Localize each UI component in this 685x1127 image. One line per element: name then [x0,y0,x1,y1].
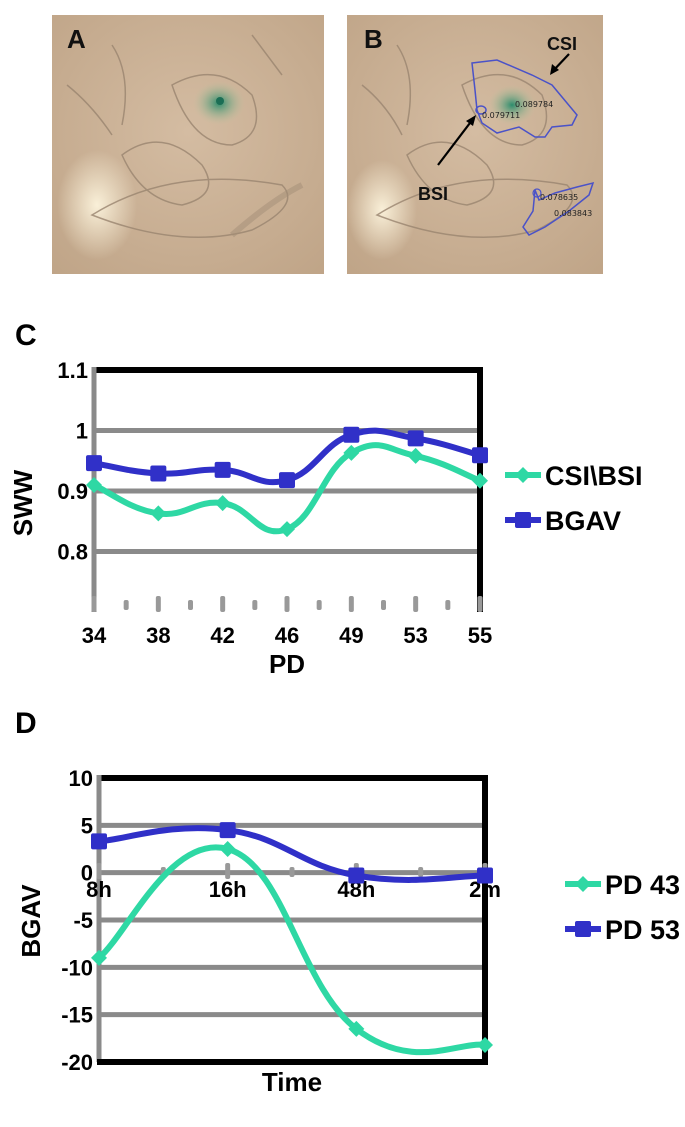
minor-tick-c-4 [381,600,386,610]
panel-b-letter: B [364,24,383,54]
point-d-1-2 [348,867,365,884]
bsi-label: BSI [418,184,448,204]
panel-a-letter: A [67,24,86,54]
micrograph-a: A [52,15,324,274]
point-d-1-3 [477,867,493,884]
point-c-1-6 [472,447,488,464]
chart-c: 1.1 1 0.9 0.8 34 38 42 46 49 53 55 PD SWW CSI\BSI BGAV [8,358,643,679]
minor-tick-c-5 [445,600,451,610]
legend-marker-d-1 [575,921,591,937]
minor-tick-c-1 [188,600,193,610]
background-roi-outline [522,181,595,236]
major-tick-c-0 [91,596,97,612]
major-tick-c-3 [284,596,290,612]
bsi-arrow-icon [466,115,476,126]
y-tick-label-c-0: 1.1 [57,358,88,383]
x-tick-label-c-2: 42 [210,623,234,648]
y-tick-label-d-3: -5 [73,908,93,933]
y-tick-label-d-5: -15 [61,1003,93,1028]
major-tick-c-4 [348,596,354,612]
point-c-1-2 [214,461,231,478]
major-tick-d-0 [96,863,102,879]
y-tick-label-d-0: 10 [69,766,93,791]
roi-value-2: 0.079711 [482,111,520,120]
point-c-0-1 [150,505,167,522]
point-c-1-3 [279,472,295,489]
point-d-0-3 [477,1036,493,1053]
panel-d-letter: D [15,707,37,740]
y-tick-label-d-2: 0 [81,861,93,886]
y-tick-label-d-1: 5 [81,813,93,838]
roi-value-3: 0.078635 [540,193,578,202]
point-d-1-0 [91,833,107,850]
x-tick-label-c-0: 34 [82,623,107,648]
point-c-0-3 [279,521,295,538]
x-axis-title-d: Time [262,1067,322,1097]
series-line-d-0 [96,844,488,1056]
minor-tick-c-2 [252,600,258,610]
legend-marker-d-0 [575,876,591,892]
y-axis-title-d: BGAV [16,884,46,958]
legend-marker-c-1 [515,512,531,528]
point-c-1-4 [343,426,360,443]
y-axis-title-c: SWW [8,469,38,536]
legend-label-d-0: PD 43 [605,870,680,900]
bsi-roi-outline [475,105,487,115]
point-c-0-4 [343,444,360,461]
series-line-c-0 [91,442,483,535]
minor-tick-c-3 [316,600,322,610]
point-d-1-1 [219,822,236,839]
legend-label-c-1: BGAV [545,506,621,536]
point-d-0-0 [91,949,107,966]
small-roi-outline [532,188,542,198]
y-tick-label-d-6: -20 [61,1050,93,1075]
x-tick-label-d-0: 8h [86,877,112,902]
x-tick-label-c-1: 38 [146,623,170,648]
major-tick-c-2 [220,596,226,612]
legend-marker-c-0 [515,467,531,483]
panel-c-letter: C [15,319,37,352]
micrograph-b: 0.089784 0.079711 0.078635 0.083843 CSI … [347,15,603,274]
x-tick-label-c-3: 46 [275,623,299,648]
roi-value-4: 0.083843 [554,209,592,218]
y-tick-label-c-2: 0.9 [57,479,88,504]
major-tick-c-5 [413,596,419,612]
y-tick-label-c-3: 0.8 [57,540,88,565]
x-tick-label-d-1: 16h [209,877,247,902]
legend-label-c-0: CSI\BSI [545,461,643,491]
y-tick-label-d-4: -10 [61,955,93,980]
point-c-0-5 [407,447,424,464]
roi-value-1: 0.089784 [515,100,553,109]
csi-arrow-icon [550,64,559,75]
x-tick-label-c-4: 49 [339,623,363,648]
point-d-0-1 [219,841,236,857]
point-c-1-1 [150,465,167,482]
legend-label-d-1: PD 53 [605,915,680,945]
minor-tick-c-0 [123,600,129,610]
y-tick-label-c-1: 1 [76,419,88,444]
point-c-0-2 [214,495,231,512]
point-c-0-0 [86,476,102,493]
major-tick-c-1 [155,596,161,612]
minor-tick-d-1 [289,867,295,877]
major-tick-d-1 [225,863,231,879]
point-c-1-0 [86,455,102,472]
csi-label: CSI [547,34,577,54]
point-c-0-6 [472,472,488,489]
minor-tick-d-2 [418,867,424,877]
major-tick-c-6 [477,596,483,612]
point-c-1-5 [407,430,424,447]
x-axis-title-c: PD [269,649,305,679]
x-tick-label-c-5: 53 [403,623,427,648]
point-d-0-2 [348,1020,365,1037]
series-line-d-1 [96,825,488,883]
x-tick-label-c-6: 55 [468,623,492,648]
